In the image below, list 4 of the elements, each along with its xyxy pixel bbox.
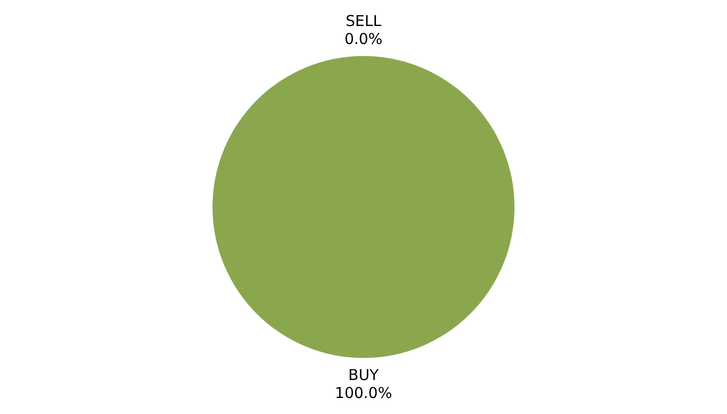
data-label: 100.0% <box>334 384 392 402</box>
text: 0.0% <box>344 30 383 48</box>
category-label: SELL <box>346 12 382 30</box>
slice-label: BUY <box>348 366 380 384</box>
